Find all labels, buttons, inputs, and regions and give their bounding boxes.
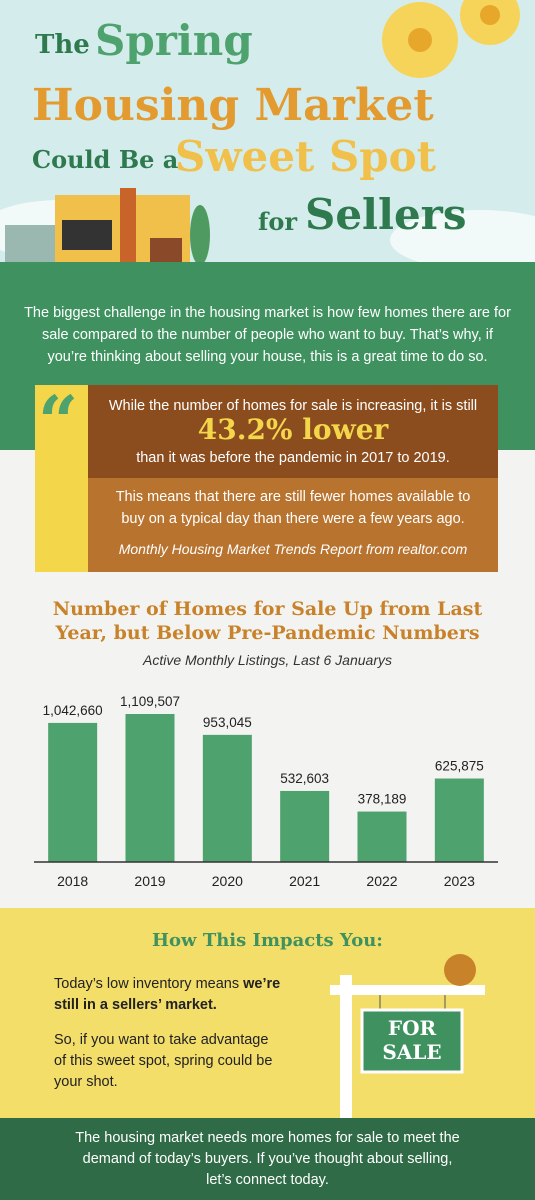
x-tick-label: 2022 <box>366 873 397 889</box>
quote-source: Monthly Housing Market Trends Report fro… <box>118 541 468 557</box>
bar <box>357 811 407 862</box>
chart: 1,042,660 2018 1,109,507 2019 953,045 2020 532… <box>34 694 498 889</box>
impact-title: How This Impacts You: <box>152 930 383 951</box>
header-art <box>0 0 535 275</box>
bar <box>434 778 484 862</box>
quote-tail: than it was before the pandemic in 2017 … <box>136 450 450 466</box>
title-word: Housing Market <box>32 80 434 131</box>
title-word: Spring <box>95 16 253 65</box>
title-word: The <box>35 30 90 60</box>
sign-line: SALE <box>382 1040 442 1064</box>
value-label: 532,603 <box>280 771 329 786</box>
title-word: Sellers <box>305 190 467 239</box>
quote-strip <box>35 385 88 572</box>
value-label: 625,875 <box>435 759 484 774</box>
quote-mark: “ <box>38 380 79 463</box>
quote-lead: While the number of homes for sale is in… <box>108 398 478 414</box>
value-label: 953,045 <box>203 715 252 730</box>
impact-bold: we’re still in a sellers’ market. <box>54 976 281 1013</box>
impact-line: Today’s low inventory means <box>54 976 244 992</box>
chart-title: Number of Homes for Sale Up from Last Ye… <box>52 598 483 644</box>
value-label: 1,109,507 <box>120 694 180 709</box>
x-tick-label: 2020 <box>212 873 243 889</box>
value-label: 378,189 <box>358 792 407 807</box>
quote-top <box>88 385 498 478</box>
bar <box>48 722 98 862</box>
quote-body: This means that there are still fewer ho… <box>115 489 471 527</box>
intro-text: The biggest challenge in the housing mar… <box>24 305 511 365</box>
sign-line: FOR <box>387 1016 437 1040</box>
x-tick-label: 2019 <box>134 873 165 889</box>
impact-text: So, if you want to take advantage of thi… <box>54 1032 273 1090</box>
footer-text: The housing market needs more homes for … <box>75 1130 460 1188</box>
title-word: for <box>258 207 297 236</box>
bar <box>125 714 175 862</box>
bar <box>202 734 252 862</box>
x-tick-label: 2021 <box>289 873 320 889</box>
sign-text: FOR SALE <box>362 1016 462 1064</box>
value-label: 1,042,660 <box>43 703 103 718</box>
chart-subtitle: Active Monthly Listings, Last 6 Januarys <box>142 652 392 668</box>
bar <box>280 790 330 862</box>
footer-band <box>0 1118 535 1200</box>
x-tick-label: 2018 <box>57 873 88 889</box>
title-word: Sweet Spot <box>175 132 437 181</box>
x-tick-label: 2023 <box>444 873 475 889</box>
sign-art <box>330 954 485 1118</box>
title-word: Could Be a <box>32 145 179 174</box>
quote-highlight: 43.2% lower <box>197 413 389 446</box>
impact-text: Today’s low inventory means we’re still … <box>54 974 304 1016</box>
